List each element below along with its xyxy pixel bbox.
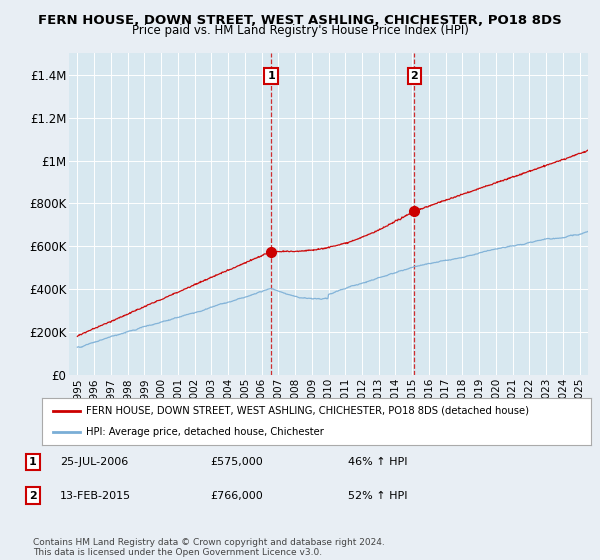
Text: 2: 2 [410,71,418,81]
Text: Contains HM Land Registry data © Crown copyright and database right 2024.
This d: Contains HM Land Registry data © Crown c… [33,538,385,557]
Text: £766,000: £766,000 [210,491,263,501]
Text: 1: 1 [29,457,37,467]
Text: 46% ↑ HPI: 46% ↑ HPI [348,457,407,467]
Text: 2: 2 [29,491,37,501]
Text: 1: 1 [267,71,275,81]
Text: 25-JUL-2006: 25-JUL-2006 [60,457,128,467]
Text: FERN HOUSE, DOWN STREET, WEST ASHLING, CHICHESTER, PO18 8DS: FERN HOUSE, DOWN STREET, WEST ASHLING, C… [38,14,562,27]
Text: 52% ↑ HPI: 52% ↑ HPI [348,491,407,501]
Text: 13-FEB-2015: 13-FEB-2015 [60,491,131,501]
Text: HPI: Average price, detached house, Chichester: HPI: Average price, detached house, Chic… [86,427,324,437]
Text: £575,000: £575,000 [210,457,263,467]
Text: Price paid vs. HM Land Registry's House Price Index (HPI): Price paid vs. HM Land Registry's House … [131,24,469,37]
Text: FERN HOUSE, DOWN STREET, WEST ASHLING, CHICHESTER, PO18 8DS (detached house): FERN HOUSE, DOWN STREET, WEST ASHLING, C… [86,406,529,416]
